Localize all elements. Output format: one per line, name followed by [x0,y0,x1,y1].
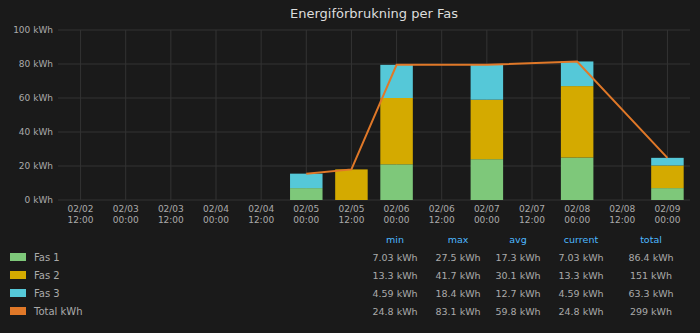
x-tick-label: 02/0512:00 [338,204,364,225]
bar [516,200,549,201]
bar [290,188,323,200]
table-cell: 151 kWh [630,270,672,281]
bar [561,158,594,201]
grid-line [532,30,533,200]
table-header: min [386,234,404,245]
grid-line [216,30,217,200]
table-cell: 7.03 kWh [558,252,603,263]
grid [58,30,690,200]
table-cell: 83.1 kWh [435,306,480,317]
bar [516,200,549,201]
table-label: Fas 1 [34,252,60,263]
grid-line [170,30,171,200]
x-tick-label: 02/0600:00 [384,204,410,225]
table-cell: 12.7 kWh [495,288,540,299]
bar [561,86,594,157]
x-tick-label: 02/0300:00 [113,204,139,225]
bar [606,200,639,201]
title: Energiförbrukning per Fas [290,6,458,21]
bar [290,174,323,188]
grid-line [58,132,690,133]
table-header: total [640,234,662,245]
bar [651,165,684,188]
grid-line [80,30,81,200]
bar [471,65,504,100]
bar [425,200,458,201]
table-cell: 4.59 kWh [558,288,603,299]
total-line [306,61,667,173]
bar [471,159,504,200]
bar [516,200,549,201]
grid-line [441,30,442,200]
grid-line [125,30,126,200]
bar [471,100,504,160]
bar [651,158,684,166]
table-cell: 4.59 kWh [372,288,417,299]
x-tick-label: 02/0312:00 [158,204,184,225]
bar [606,200,639,201]
table-header: avg [509,234,526,245]
x-tick-label: 02/0812:00 [609,204,635,225]
table-cell: 24.8 kWh [558,306,603,317]
x-tick-label: 02/0800:00 [564,204,590,225]
grid-line [58,64,690,65]
grid-line [58,30,690,31]
table-cell: 63.3 kWh [628,288,673,299]
bar [380,98,413,164]
legend-swatch [10,307,26,315]
bar [651,188,684,200]
legend-swatch [10,271,26,279]
y-tick-label: 80 kWh [19,59,53,69]
table-cell: 86.4 kWh [628,252,673,263]
x-tick-label: 02/0412:00 [248,204,274,225]
bar [380,164,413,200]
marks [290,61,684,200]
legend-swatch [10,289,26,297]
bar [425,200,458,201]
table-cell: 299 kWh [630,306,672,317]
y-tick-label: 20 kWh [19,161,53,171]
x-tick-label: 02/0700:00 [474,204,500,225]
grid-line [58,200,690,201]
x-tick-label: 02/0400:00 [203,204,229,225]
table-cell: 13.3 kWh [372,270,417,281]
table-cell: 41.7 kWh [435,270,480,281]
bar [335,169,368,200]
table-cell: 18.4 kWh [435,288,480,299]
y-tick-label: 0 kWh [25,195,53,205]
table-cell: 24.8 kWh [372,306,417,317]
y-tick-label: 100 kWh [13,25,53,35]
table-label: Fas 2 [34,270,60,281]
table-label: Fas 3 [34,288,60,299]
grid-line [622,30,623,200]
y-tick-label: 40 kWh [19,127,53,137]
table-cell: 27.5 kWh [435,252,480,263]
table-cell: 59.8 kWh [495,306,540,317]
table-cell: 30.1 kWh [495,270,540,281]
grid-line [261,30,262,200]
table-header: current [564,234,599,245]
chart: Energiförbrukning per Fas 0 kWh 20 kWh 40 k… [0,0,700,333]
table-cell: 13.3 kWh [558,270,603,281]
x-tick-label: 02/0500:00 [293,204,319,225]
legend-swatch [10,253,26,261]
x-tick-label: 02/0712:00 [519,204,545,225]
grid-line [58,98,690,99]
x-tick-label: 02/0612:00 [429,204,455,225]
table-header: max [448,234,469,245]
bar [606,200,639,201]
grid-line [58,166,690,167]
table-cell: 7.03 kWh [372,252,417,263]
table-cell: 17.3 kWh [495,252,540,263]
bar [425,200,458,201]
x-tick-label: 02/0900:00 [654,204,680,225]
table-label: Total kWh [33,306,83,317]
x-tick-label: 02/0212:00 [68,204,94,225]
y-tick-label: 60 kWh [19,93,53,103]
